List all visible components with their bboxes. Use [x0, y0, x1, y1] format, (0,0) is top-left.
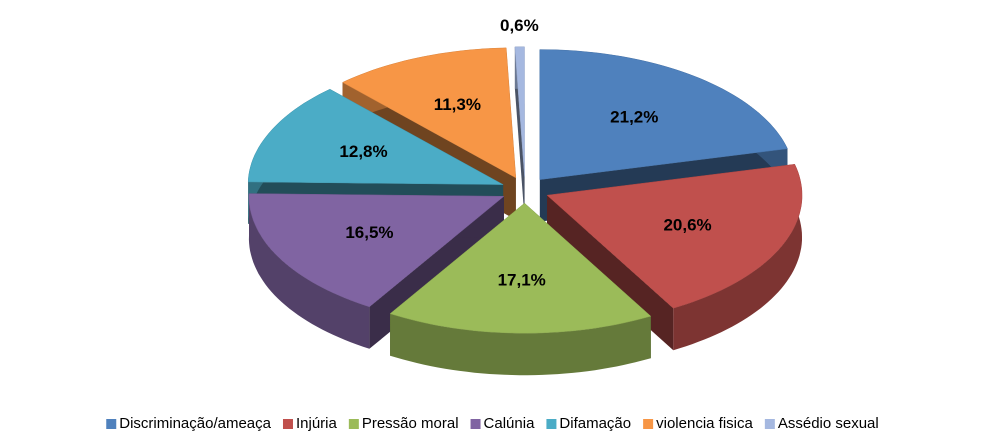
legend-swatch — [106, 419, 117, 429]
legend-label: Calúnia — [484, 415, 536, 432]
slice-side — [248, 193, 370, 349]
legend-label: Injúria — [296, 415, 338, 432]
slice — [546, 164, 803, 309]
data-label: 17,1% — [498, 271, 546, 290]
slice — [247, 88, 504, 185]
pie — [247, 46, 803, 376]
legend-label: Pressão moral — [362, 415, 459, 432]
slice-side — [673, 164, 802, 351]
legend-swatch — [282, 419, 293, 429]
legend-label: Assédio sexual — [778, 415, 879, 432]
legend-swatch — [348, 419, 359, 429]
slice-side — [514, 46, 525, 219]
legend-label: Discriminação/ameaça — [119, 415, 271, 432]
slice — [539, 49, 788, 180]
data-label: 12,8% — [339, 142, 387, 161]
legend: Discriminação/ameaça Injúria Pressão moral… — [106, 415, 879, 432]
data-label: 16,5% — [345, 223, 393, 242]
data-label: 20,6% — [663, 216, 711, 235]
legend-label: violencia fisica — [656, 415, 753, 432]
legend-label: Difamação — [559, 415, 631, 432]
slice — [389, 202, 652, 334]
data-label: 0,6% — [500, 16, 539, 35]
slice — [389, 202, 652, 376]
slice — [514, 46, 525, 219]
data-label: 21,2% — [610, 108, 658, 127]
legend-swatch — [470, 419, 481, 429]
slice — [248, 193, 505, 308]
legend-swatch — [643, 419, 654, 429]
slice-side — [390, 313, 651, 376]
slice — [514, 46, 525, 177]
slice — [342, 47, 517, 179]
legend-swatch — [546, 419, 557, 429]
data-label: 11,3% — [434, 95, 481, 114]
legend-swatch — [764, 419, 775, 429]
